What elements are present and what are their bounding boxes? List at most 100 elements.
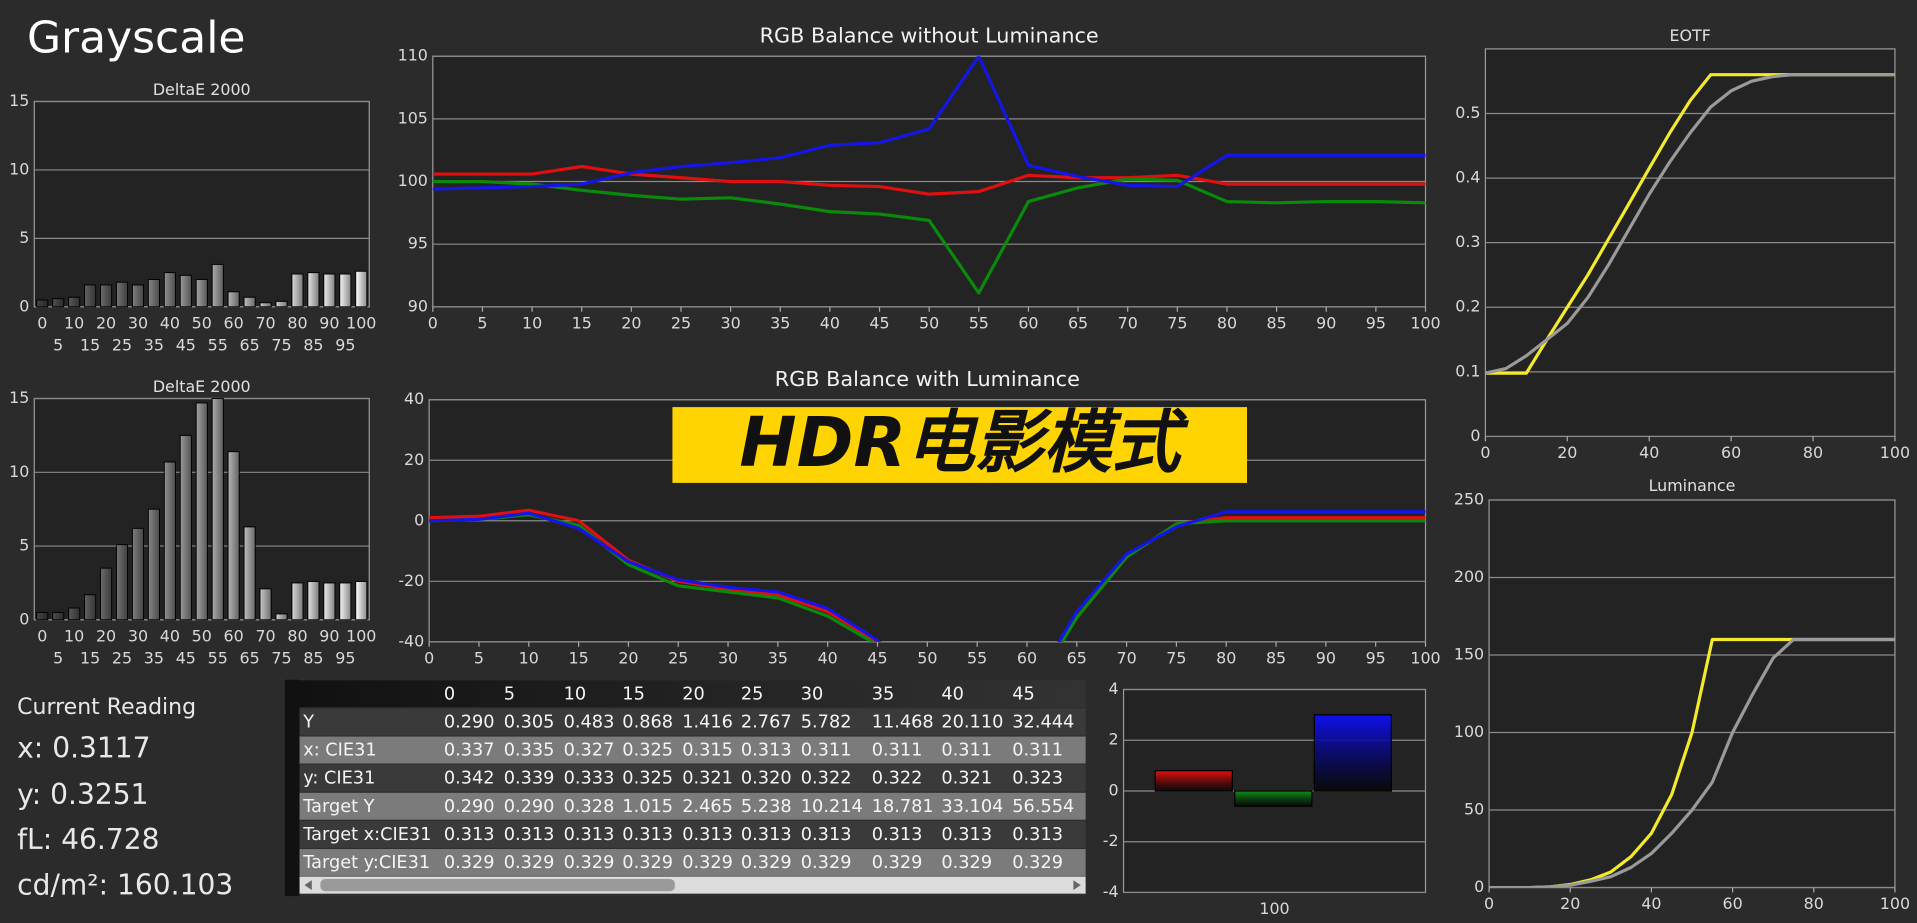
chart-title: DeltaE 2000 [153,377,251,396]
y-tick-label: 0 [1474,877,1484,896]
cell: 0.313 [622,825,673,845]
x-tick-label: 75 [271,648,291,667]
y-tick-label: 100 [1454,722,1484,741]
x-tick-label: 90 [1316,313,1336,332]
scroll-left[interactable] [304,880,312,890]
charts: DeltaE 200005101505101520253035404550556… [9,24,1910,918]
x-tick-label: 5 [477,313,487,332]
bar [179,274,192,308]
bar [131,284,145,308]
series-line [429,508,1426,642]
reading-line: y: 0.3251 [17,778,148,811]
x-tick-label: 15 [572,313,592,332]
x-tick-label: 70 [255,313,275,332]
bar [52,298,65,308]
cell: 0.342 [444,769,495,789]
x-tick-label: 5 [53,648,63,667]
bar [131,527,145,621]
cell: 0.323 [1012,769,1063,789]
bar [195,278,208,308]
bar [36,611,49,621]
x-tick-label: 100 [346,313,376,332]
x-tick-label: 45 [869,313,889,332]
cell: 0.290 [504,797,555,817]
cell: 0.329 [504,853,555,873]
x-tick-label: 45 [176,648,196,667]
bar [99,567,113,621]
cell: 10.214 [801,797,863,817]
x-tick-label: 30 [718,648,738,667]
series-line [432,164,1426,196]
series-line [1489,637,1895,888]
plot-area [1488,499,1896,889]
bar [99,284,113,308]
reading-line: fL: 46.728 [17,823,159,856]
bar [259,302,272,308]
chart-title: RGB Balance without Luminance [760,24,1099,48]
x-tick-label: 30 [721,313,741,332]
chart-title: EOTF [1669,26,1710,45]
cell: 5.782 [801,713,852,733]
x-tick-label: 25 [668,648,688,667]
cell: 0.329 [941,853,992,873]
cell: 0.322 [872,769,923,789]
y-tick-label: 15 [9,388,29,407]
y-tick-label: 150 [1454,645,1484,664]
cell: 0.315 [682,741,733,761]
row-header-strip [284,679,300,897]
cell: 0.329 [801,853,852,873]
y-tick-label: 0.1 [1455,361,1480,380]
bar [355,270,368,308]
y-tick-label: 4 [1109,679,1119,698]
bar [275,300,288,308]
y-tick-label: 105 [398,108,428,127]
cell: 0.313 [564,825,615,845]
x-tick-label: 65 [240,335,260,354]
x-tick-label: 0 [37,626,47,645]
x-tick-label: 20 [96,626,116,645]
column-header: 10 [564,684,587,704]
x-tick-label: 55 [208,335,228,354]
cell: 0.327 [564,741,615,761]
y-tick-label: 50 [1464,800,1484,819]
x-tick-label: 60 [224,313,244,332]
y-tick-label: 0.2 [1455,297,1480,316]
x-tick-label: 25 [112,648,132,667]
cell: 20.110 [941,713,1003,733]
chart-title: Luminance [1649,476,1736,495]
x-tick-label: 40 [1639,443,1659,462]
bar [68,607,81,621]
x-tick-label: 95 [1366,313,1386,332]
cell: 0.313 [872,825,923,845]
y-tick-label: 200 [1454,567,1484,586]
reading-title: Current Reading [17,695,196,720]
x-tick-label: 80 [287,626,307,645]
cell: 0.321 [941,769,992,789]
reading-line: cd/m²: 160.103 [17,868,233,901]
cell: 2.767 [741,713,792,733]
cell: 2.465 [682,797,733,817]
bar [147,508,160,621]
bar [36,299,49,308]
chart: DeltaE 200005101505101520253035404550556… [9,80,376,355]
y-tick-label: -40 [398,631,424,650]
x-tick-label: 10 [64,313,84,332]
overlay-text: HDR电影模式 [739,403,1189,483]
x-tick-label: 75 [1167,313,1187,332]
bar [323,582,336,621]
y-tick-label: -4 [1103,882,1119,901]
x-tick-label: 20 [96,313,116,332]
x-tick-label: 10 [519,648,539,667]
column-header: 25 [741,684,764,704]
bar [84,284,97,308]
x-tick-label: 65 [1068,313,1088,332]
scrollbar-thumb[interactable] [320,878,675,892]
x-tick-label: 100 [1410,648,1440,667]
bar [307,580,320,621]
cell: 0.333 [564,769,615,789]
scroll-right[interactable] [1073,880,1081,890]
x-tick-label: 20 [618,648,638,667]
y-tick-label: 0 [19,296,29,315]
bar [147,278,160,308]
